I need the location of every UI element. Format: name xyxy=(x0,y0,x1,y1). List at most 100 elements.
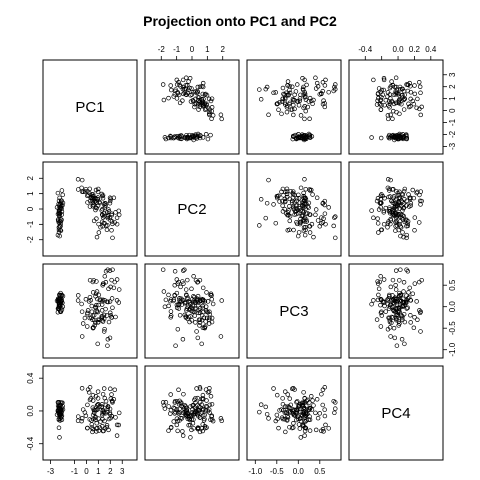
point-PC4-vs-PC2-65 xyxy=(385,185,391,191)
point-PC2-vs-PC4-14 xyxy=(162,406,168,411)
point-PC4-vs-PC3-60 xyxy=(408,320,413,325)
point-PC2-vs-PC1-91 xyxy=(219,116,224,122)
point-PC4-vs-PC2-106 xyxy=(385,225,390,230)
point-PC2-vs-PC1-44 xyxy=(184,135,189,140)
point-PC4-vs-PC3-132 xyxy=(375,281,381,286)
point-PC2-vs-PC4-137 xyxy=(186,423,191,428)
point-PC4-vs-PC3-134 xyxy=(388,284,394,290)
point-PC4-vs-PC3-141 xyxy=(391,308,397,313)
point-PC1-vs-PC3-129 xyxy=(110,267,115,272)
point-PC4-vs-PC2-14 xyxy=(398,233,403,239)
point-PC2-vs-PC3-105 xyxy=(173,343,178,348)
point-PC1-vs-PC3-99 xyxy=(95,309,101,315)
right-tick-label-PC1-6: 3 xyxy=(448,72,457,77)
point-PC4-vs-PC1-81 xyxy=(397,111,402,117)
point-PC2-vs-PC1-130 xyxy=(181,91,186,97)
point-PC4-vs-PC1-110 xyxy=(381,75,387,81)
point-PC1-vs-PC3-91 xyxy=(75,298,81,303)
point-PC3-vs-PC2-96 xyxy=(296,196,302,201)
point-PC1-vs-PC4-138 xyxy=(112,387,117,393)
point-PC3-vs-PC2-15 xyxy=(296,230,302,235)
bottom-tick-label-PC1-0: -3 xyxy=(47,467,55,476)
point-PC3-vs-PC1-123 xyxy=(287,100,293,106)
point-PC2-vs-PC3-119 xyxy=(182,312,188,318)
point-PC3-vs-PC4-62 xyxy=(309,394,314,399)
point-PC1-vs-PC3-98 xyxy=(88,298,93,303)
point-PC2-vs-PC1-137 xyxy=(186,87,191,93)
point-PC2-vs-PC4-142 xyxy=(174,399,180,404)
point-PC3-vs-PC4-103 xyxy=(263,404,269,410)
point-PC3-vs-PC1-109 xyxy=(313,75,318,81)
point-PC2-vs-PC1-42 xyxy=(182,135,188,140)
point-PC4-vs-PC2-15 xyxy=(400,230,405,235)
point-PC1-vs-PC4-121 xyxy=(107,406,113,412)
point-PC1-vs-PC4-48 xyxy=(57,418,63,423)
point-PC3-vs-PC2-123 xyxy=(287,218,293,224)
point-PC3-vs-PC2-65 xyxy=(298,185,304,191)
point-PC1-vs-PC2-129 xyxy=(110,235,115,241)
point-PC2-vs-PC3-86 xyxy=(207,311,213,317)
point-PC2-vs-PC4-123 xyxy=(177,410,183,415)
point-PC4-vs-PC1-149 xyxy=(408,83,413,89)
point-PC1-vs-PC3-82 xyxy=(96,319,101,325)
point-PC4-vs-PC3-124 xyxy=(371,298,376,303)
point-PC4-vs-PC3-108 xyxy=(393,268,399,273)
point-PC4-vs-PC2-124 xyxy=(371,215,376,221)
point-PC2-vs-PC1-20 xyxy=(168,133,173,139)
point-PC3-vs-PC4-134 xyxy=(315,415,321,421)
point-PC3-vs-PC4-113 xyxy=(320,402,325,408)
point-PC3-vs-PC2-109 xyxy=(313,212,318,218)
point-PC3-vs-PC2-125 xyxy=(326,205,331,210)
point-PC4-vs-PC2-146 xyxy=(400,208,405,213)
point-PC2-vs-PC4-116 xyxy=(189,416,195,422)
point-PC1-vs-PC3-95 xyxy=(97,317,102,323)
point-PC2-vs-PC3-96 xyxy=(200,303,205,309)
point-PC2-vs-PC3-78 xyxy=(204,315,210,321)
point-PC3-vs-PC1-40 xyxy=(304,136,309,142)
point-PC3-vs-PC2-142 xyxy=(295,221,300,227)
point-PC4-vs-PC1-72 xyxy=(387,99,392,104)
bottom-tick-label-PC3-2: 0.0 xyxy=(293,467,305,476)
point-PC3-vs-PC4-90 xyxy=(258,402,264,407)
point-PC2-vs-PC4-112 xyxy=(195,426,201,432)
point-PC3-vs-PC2-2 xyxy=(302,232,308,238)
point-PC2-vs-PC3-92 xyxy=(194,329,199,334)
point-PC2-vs-PC1-65 xyxy=(210,113,216,118)
point-PC3-vs-PC2-14 xyxy=(295,233,301,239)
point-PC4-vs-PC1-127 xyxy=(376,95,381,101)
point-PC3-vs-PC2-90 xyxy=(258,197,264,202)
point-PC2-vs-PC4-122 xyxy=(202,424,208,429)
point-PC3-vs-PC4-57 xyxy=(307,414,312,419)
point-PC1-vs-PC4-91 xyxy=(75,418,81,424)
point-PC4-vs-PC3-135 xyxy=(401,289,406,294)
point-PC2-vs-PC4-81 xyxy=(206,407,212,412)
point-PC1-vs-PC2-139 xyxy=(111,195,117,201)
panel-PC2-PC2 xyxy=(144,161,240,257)
point-PC2-vs-PC3-102 xyxy=(175,326,181,332)
point-PC3-vs-PC4-140 xyxy=(298,401,303,407)
point-PC2-vs-PC3-145 xyxy=(180,279,185,284)
point-PC1-vs-PC2-148 xyxy=(101,211,107,216)
point-PC3-vs-PC4-143 xyxy=(285,415,291,420)
left-tick-label-PC2-2: 0 xyxy=(26,206,35,211)
point-PC2-vs-PC3-103 xyxy=(180,337,186,342)
point-PC2-vs-PC3-91 xyxy=(219,298,224,303)
point-PC1-vs-PC2-81 xyxy=(80,189,86,195)
point-PC1-vs-PC2-120 xyxy=(103,223,109,229)
point-PC2-vs-PC4-128 xyxy=(197,386,203,392)
point-PC3-vs-PC2-60 xyxy=(280,203,285,208)
point-PC4-vs-PC3-106 xyxy=(385,297,390,302)
point-PC1-vs-PC3-46 xyxy=(58,309,63,314)
point-PC1-vs-PC4-134 xyxy=(108,415,113,421)
point-PC1-vs-PC4-98 xyxy=(88,396,93,401)
point-PC3-vs-PC2-144 xyxy=(333,214,338,219)
point-PC4-vs-PC3-140 xyxy=(402,302,408,307)
point-PC3-vs-PC4-142 xyxy=(295,399,300,404)
point-PC3-vs-PC2-134 xyxy=(315,218,321,223)
point-PC3-vs-PC1-145 xyxy=(321,98,326,103)
point-PC2-vs-PC1-148 xyxy=(185,90,190,96)
point-PC3-vs-PC1-102 xyxy=(273,90,279,95)
point-PC4-vs-PC2-122 xyxy=(380,193,385,199)
point-PC2-vs-PC4-143 xyxy=(186,415,191,420)
point-PC3-vs-PC2-54 xyxy=(303,186,308,192)
